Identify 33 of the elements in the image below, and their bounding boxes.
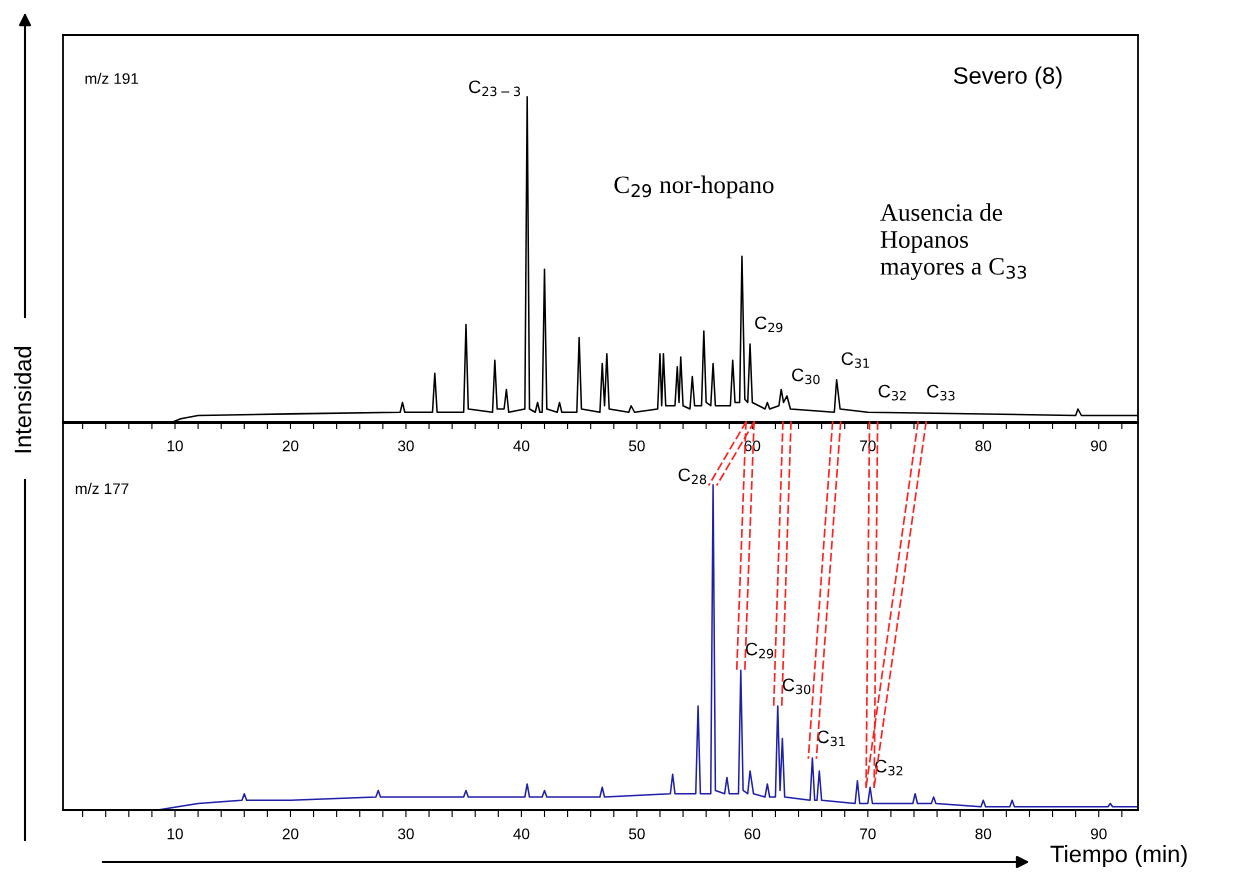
x-tick-label: 10 xyxy=(167,828,183,840)
x-tick-label: 20 xyxy=(282,828,299,840)
annotation: C$_{33}$ xyxy=(927,384,955,401)
annotation: C$_{30}$ xyxy=(792,368,820,385)
x-tick-label: 30 xyxy=(398,440,414,452)
x-tick-label: 60 xyxy=(744,440,761,452)
annotation: C$_{32}$ xyxy=(878,384,906,401)
annotation: C$_{31}$ xyxy=(841,352,869,368)
x-tick-label: 60 xyxy=(744,828,761,840)
y-axis-title: Intensidad xyxy=(14,347,32,453)
annotation: C$_{28}$ xyxy=(678,468,707,485)
annotation: C$_{29}$ xyxy=(755,316,783,333)
x-tick-label: 10 xyxy=(167,440,183,452)
text: m/z 191 xyxy=(85,72,139,84)
x-tick-label: 30 xyxy=(398,828,414,840)
x-axis-title: Tiempo (min) xyxy=(1050,844,1187,867)
annotation: m/z 177 xyxy=(75,482,129,495)
x-tick-label: 50 xyxy=(628,828,645,840)
x-tick-label: 40 xyxy=(513,440,530,452)
annotation: C$_{23−3}$ xyxy=(469,80,521,97)
x-tick-label: 70 xyxy=(860,828,876,840)
x-tick-label: 80 xyxy=(975,440,992,452)
x-tick-label: 80 xyxy=(975,828,992,840)
annotation: C$_{29}$ nor-hopano xyxy=(614,175,774,199)
annotation: C$_{30}$ xyxy=(782,678,811,695)
annotation: Ausencia de Hopanos mayores a C$_{33}$ xyxy=(880,203,1027,280)
x-tick-label: 90 xyxy=(1090,440,1107,452)
x-tick-label: 50 xyxy=(628,440,645,452)
annotation: C$_{29}$ xyxy=(745,642,774,659)
x-tick-label: 20 xyxy=(282,440,299,452)
text: Severo (8) xyxy=(953,66,1062,89)
x-tick-label: 90 xyxy=(1090,828,1107,840)
x-tick-label: 40 xyxy=(513,828,530,840)
